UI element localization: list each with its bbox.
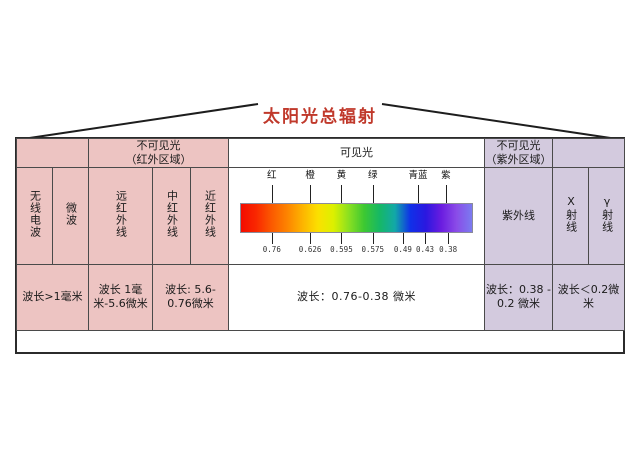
spectrum-tick-label: 0.595 — [330, 244, 353, 254]
spectrum-tick — [372, 184, 374, 203]
spectrum-graphic: 红 橙 黄 绿 青蓝 紫 0.76 0.626 0.595 0.575 0.49 0.43 0.38 — [229, 168, 484, 264]
spectrum-color-labels: 红 橙 黄 绿 青蓝 紫 — [229, 170, 484, 186]
spectrum-color-label: 绿 — [367, 169, 378, 181]
table-row-band: 无线电波 微波 远红外线 中红外线 近红外线 红 橙 黄 绿 青蓝 紫 0.76 — [16, 166, 626, 265]
cell-wavelength-xray-gamma: 波长＜0.2微米 — [552, 263, 626, 331]
spectrum-gradient-bar — [240, 202, 473, 233]
spectrum-tick — [310, 184, 312, 203]
spectrum-tick — [402, 232, 404, 244]
region-visible-label: 可见光 — [340, 145, 374, 159]
spectrum-color-label: 红 — [267, 169, 277, 181]
spectrum-tick-label: 0.49 — [393, 244, 412, 254]
page-title: 太阳光总辐射 — [263, 107, 377, 127]
spectrum-tick — [341, 184, 343, 203]
cell-wavelength-ultraviolet: 波长：0.38 - 0.2 微米 — [484, 263, 554, 331]
spectrum-table: 不可见光 （红外区域） 可见光 不可见光 （紫外区域） 无线电波 微波 远红外线 — [16, 138, 626, 331]
spectrum-tick — [418, 184, 419, 203]
region-ultraviolet-line1: 不可见光 — [496, 139, 541, 152]
cell-region-infrared: 不可见光 （红外区域） — [87, 138, 230, 168]
spectrum-upper-ticks — [229, 184, 484, 203]
table-row-region: 不可见光 （红外区域） 可见光 不可见光 （紫外区域） — [16, 138, 626, 168]
spectrum-tick — [448, 232, 450, 244]
band-label-microwave: 微波 — [64, 201, 78, 226]
spectrum-color-label: 黄 — [336, 169, 347, 181]
cell-region-ultraviolet: 不可见光 （紫外区域） — [484, 138, 554, 168]
band-label-far-infrared: 远红外线 — [114, 189, 128, 238]
cell-wavelength-far-infrared: 波长 1毫米-5.6微米 — [88, 263, 153, 331]
spectrum-tick-label: 0.76 — [262, 244, 281, 254]
band-label-radio-wave: 无线电波 — [28, 189, 42, 238]
cell-wavelength-mid-near-infrared: 波长: 5.6-0.76微米 — [151, 263, 230, 331]
cell-wavelength-radio: 波长>1毫米 — [16, 263, 89, 331]
cell-band-x-ray: X射线 — [552, 166, 590, 265]
cell-region-blank-left — [16, 138, 89, 168]
spectrum-lower-ticks — [229, 232, 484, 245]
spectrum-color-label: 橙 — [305, 169, 315, 181]
spectrum-tick — [271, 184, 273, 203]
band-label-gamma-ray: γ射线 — [600, 194, 614, 233]
spectrum-tick-label: 0.43 — [415, 244, 434, 254]
spectrum-tick-label: 0.38 — [439, 244, 458, 254]
title-bracket — [15, 103, 625, 141]
cell-band-far-infrared: 远红外线 — [88, 166, 153, 265]
spectrum-tick — [424, 232, 426, 244]
spectrum-color-label: 紫 — [441, 169, 451, 181]
band-label-near-infrared: 近红外线 — [203, 189, 217, 238]
cell-region-blank-right — [552, 138, 626, 168]
region-infrared-line1: 不可见光 — [136, 139, 181, 152]
cell-band-mid-infrared: 中红外线 — [152, 166, 191, 265]
band-label-ultraviolet: 紫外线 — [502, 208, 536, 222]
band-label-mid-infrared: 中红外线 — [165, 189, 179, 238]
cell-visible-spectrum: 红 橙 黄 绿 青蓝 紫 0.76 0.626 0.595 0.575 0.49 0.43 0.38 — [228, 166, 486, 265]
cell-band-near-infrared: 近红外线 — [189, 166, 230, 265]
spectrum-tick — [310, 232, 312, 244]
table-row-wavelength: 波长>1毫米 波长 1毫米-5.6微米 波长: 5.6-0.76微米 波长：0.… — [16, 263, 626, 331]
cell-band-gamma-ray: γ射线 — [588, 166, 626, 265]
spectrum-tick — [341, 232, 343, 244]
spectrum-color-label: 青蓝 — [408, 169, 428, 181]
cell-band-radio-wave: 无线电波 — [16, 166, 53, 265]
spectrum-tick — [372, 232, 374, 244]
spectrum-tick — [271, 232, 273, 244]
cell-wavelength-visible: 波长：0.76-0.38 微米 — [228, 263, 486, 331]
band-label-x-ray: X射线 — [564, 194, 578, 233]
cell-band-ultraviolet: 紫外线 — [484, 166, 554, 265]
cell-band-microwave: 微波 — [52, 166, 89, 265]
spectrum-tick — [445, 184, 447, 203]
spectrum-tick-label: 0.626 — [298, 244, 322, 254]
spectrum-tick-label: 0.575 — [361, 244, 385, 254]
cell-region-visible: 可见光 — [228, 138, 486, 168]
region-ultraviolet-line2: （紫外区域） — [485, 152, 552, 166]
region-infrared-line2: （红外区域） — [125, 152, 192, 166]
spectrum-tick-labels: 0.76 0.626 0.595 0.575 0.49 0.43 0.38 — [229, 245, 484, 259]
